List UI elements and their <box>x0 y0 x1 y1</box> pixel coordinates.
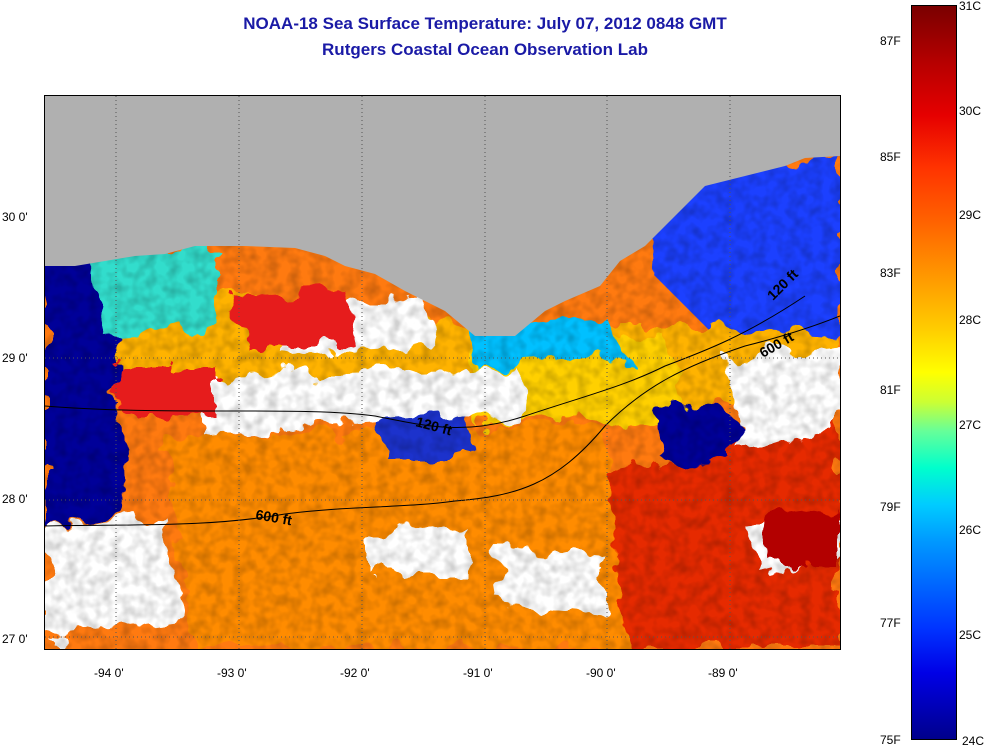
hot-spot-se <box>765 506 835 566</box>
lat-label-27: 27 0' <box>2 632 28 646</box>
lon-label-94: -94 0' <box>94 666 124 680</box>
contour-label-600-west: 600 ft <box>254 506 293 528</box>
lat-label-30: 30 0' <box>2 210 28 224</box>
cb-label-25c: 25C <box>959 628 982 642</box>
sst-map-svg: 600 ft 120 ft 600 ft 120 ft <box>45 96 840 649</box>
cb-label-28c: 28C <box>959 313 982 327</box>
lon-label-89: -89 0' <box>708 666 738 680</box>
lat-label-28: 28 0' <box>2 492 28 506</box>
cb-label-27c: 27C <box>959 418 982 432</box>
cb-label-87f: 87F <box>880 34 901 48</box>
cb-label-26c: 26C <box>959 523 982 537</box>
map-subtitle: Rutgers Coastal Ocean Observation Lab <box>322 40 648 59</box>
lat-label-29: 29 0' <box>2 351 28 365</box>
lon-label-93: -93 0' <box>217 666 247 680</box>
hot-spot-west <box>115 366 215 416</box>
lon-label-92: -92 0' <box>340 666 370 680</box>
cb-label-83f: 83F <box>880 266 901 280</box>
contour-120ft <box>45 295 806 428</box>
cb-label-31c: 31C <box>959 0 982 13</box>
cb-label-29c: 29C <box>959 208 982 222</box>
lon-label-91: -91 0' <box>463 666 493 680</box>
hot-spot-north <box>235 291 355 346</box>
contour-600ft <box>45 315 840 527</box>
lon-label-90: -90 0' <box>586 666 616 680</box>
land-mass <box>45 96 840 336</box>
cb-label-77f: 77F <box>880 616 901 630</box>
map-title: NOAA-18 Sea Surface Temperature: July 07… <box>243 14 727 33</box>
cb-label-75f: 75F <box>880 733 901 747</box>
temperature-colorbar <box>911 5 957 740</box>
cb-label-79f: 79F <box>880 500 901 514</box>
sst-map: 600 ft 120 ft 600 ft 120 ft <box>44 95 841 650</box>
cb-label-81f: 81F <box>880 383 901 397</box>
cb-label-85f: 85F <box>880 150 901 164</box>
cb-label-24c: 24C <box>962 734 985 748</box>
cb-label-30c: 30C <box>959 104 982 118</box>
